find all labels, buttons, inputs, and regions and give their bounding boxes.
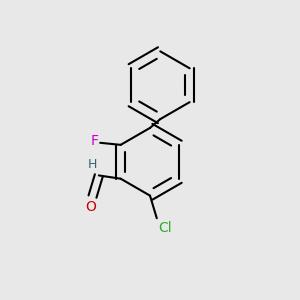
- Text: O: O: [85, 200, 97, 214]
- Text: F: F: [91, 134, 99, 148]
- Text: H: H: [88, 158, 98, 171]
- Text: Cl: Cl: [158, 221, 172, 235]
